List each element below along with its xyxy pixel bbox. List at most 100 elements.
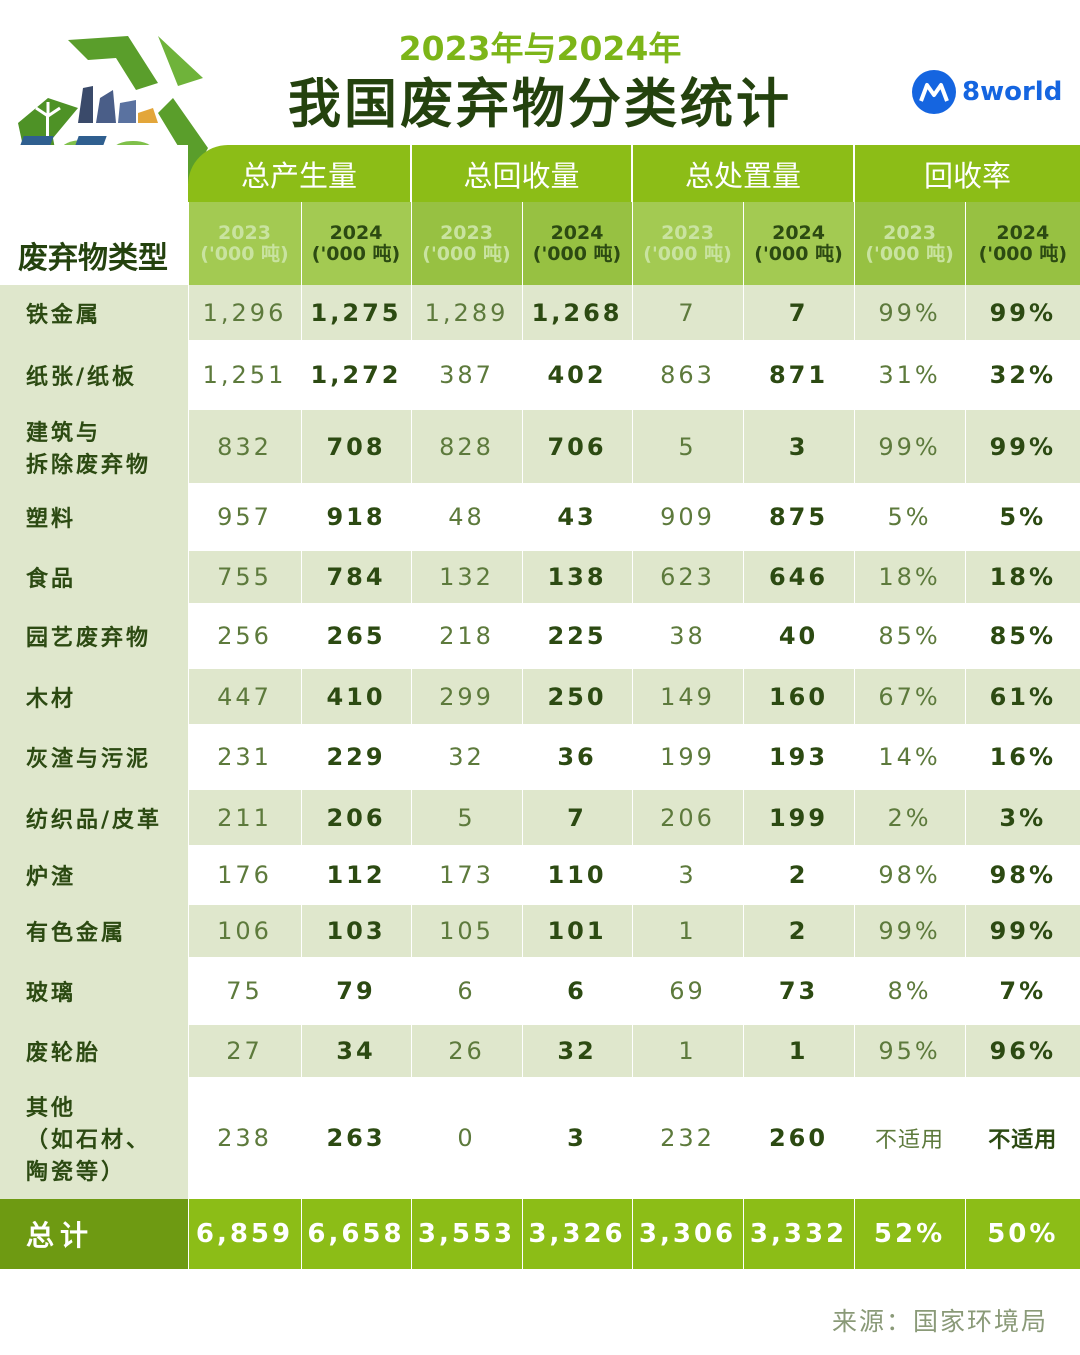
table-cell: 2 [742,845,855,905]
table-cell: 67% [853,669,966,724]
table-cell: 27 [187,1025,301,1077]
source-note: 来源：国家环境局 [831,1307,1048,1336]
table-cell: 149 [631,669,744,724]
table-row: 纺织品/皮革 211 206 5 7 206 199 2% 3% [0,790,1080,845]
unit-label: ('000 吨) [532,242,622,265]
8world-logo-icon [912,70,956,114]
table-cell: 99% [964,905,1080,957]
table-cell: 447 [187,669,301,724]
table-cell: 110 [521,845,633,905]
table-cell: 160 [742,669,855,724]
table-cell: 7% [964,957,1080,1025]
row-label: 炉渣 [0,845,188,905]
table-row: 其他 （如石材、 陶瓷等） 238 263 0 3 232 260 不适用 不适用 [0,1077,1080,1199]
table-cell: 299 [410,669,523,724]
table-cell: 99% [964,410,1080,483]
table-cell: 832 [187,410,301,483]
group-header: 总回收量 [410,145,633,202]
table-cell: 14% [853,724,966,790]
table-row: 炉渣 176 112 173 110 3 2 98% 98% [0,845,1080,905]
table-cell: 1,275 [300,285,412,340]
table-cell: 206 [300,790,412,845]
table-cell: 32 [410,724,523,790]
table-cell: 99% [853,410,966,483]
row-label: 纸张/纸板 [0,340,188,410]
group-header: 总处置量 [631,145,855,202]
table-cell: 32% [964,340,1080,410]
table-cell: 229 [300,724,412,790]
row-label: 灰渣与污泥 [0,724,188,790]
table-cell: 1 [631,1025,744,1077]
table-cell: 61% [964,669,1080,724]
table-cell: 5% [853,483,966,551]
year-header-2023: 2023 ('000 吨) [853,202,966,285]
table-cell: 265 [300,603,412,669]
table-row: 玻璃 75 79 6 6 69 73 8% 7% [0,957,1080,1025]
table-cell: 26 [410,1025,523,1077]
unit-label: ('000 吨) [422,242,511,265]
unit-label: ('000 吨) [643,242,732,265]
row-label: 建筑与 拆除废弃物 [0,410,188,483]
table-cell: 173 [410,845,523,905]
table-cell: 不适用 [853,1077,966,1199]
table-cell: 5% [964,483,1080,551]
row-label: 园艺废弃物 [0,603,188,669]
table-cell: 85% [853,603,966,669]
table-cell: 1,268 [521,285,633,340]
table-cell: 18% [853,551,966,603]
total-cell: 3,553 [410,1199,523,1269]
table-row: 木材 447 410 299 250 149 160 67% 61% [0,669,1080,724]
table-cell: 101 [521,905,633,957]
table-cell: 231 [187,724,301,790]
brand-name: 8world [962,77,1063,107]
table-cell: 199 [631,724,744,790]
table-cell: 138 [521,551,633,603]
total-cell: 6,658 [300,1199,412,1269]
year-header-2023: 2023 ('000 吨) [187,202,301,285]
row-label: 纺织品/皮革 [0,790,188,845]
table-cell: 不适用 [964,1077,1080,1199]
table-cell: 79 [300,957,412,1025]
header: 2023年与2024年 我国废弃物分类统计 8world [0,0,1080,220]
total-cell: 50% [964,1199,1080,1269]
year-label: 2023 [218,221,271,244]
table-cell: 40 [742,603,855,669]
table-cell: 410 [300,669,412,724]
table-cell: 706 [521,410,633,483]
table-cell: 918 [300,483,412,551]
table-cell: 909 [631,483,744,551]
year-header-2023: 2023 ('000 吨) [410,202,523,285]
table-cell: 3% [964,790,1080,845]
year-header-2024: 2024 ('000 吨) [300,202,412,285]
table-cell: 1 [631,905,744,957]
table-cell: 206 [631,790,744,845]
total-cell: 3,332 [742,1199,855,1269]
year-label: 2024 [550,221,604,244]
table-cell: 623 [631,551,744,603]
table-cell: 225 [521,603,633,669]
brand-logo[interactable]: 8world [912,70,1062,114]
total-cell: 3,306 [631,1199,744,1269]
table-cell: 3 [631,845,744,905]
table-cell: 3 [742,410,855,483]
table-cell: 105 [410,905,523,957]
table-cell: 106 [187,905,301,957]
table-cell: 2 [742,905,855,957]
table-cell: 828 [410,410,523,483]
table-cell: 238 [187,1077,301,1199]
year-header-2024: 2024 ('000 吨) [521,202,633,285]
table-cell: 218 [410,603,523,669]
table-cell: 99% [964,285,1080,340]
row-label: 食品 [0,551,188,603]
table-row: 废轮胎 27 34 26 32 1 1 95% 96% [0,1025,1080,1077]
table-cell: 69 [631,957,744,1025]
table-cell: 5 [410,790,523,845]
table-cell: 176 [187,845,301,905]
table-row: 有色金属 106 103 105 101 1 2 99% 99% [0,905,1080,957]
row-label: 木材 [0,669,188,724]
year-header-2023: 2023 ('000 吨) [631,202,744,285]
table-cell: 755 [187,551,301,603]
table-cell: 957 [187,483,301,551]
unit-label: ('000 吨) [865,242,954,265]
table-row: 食品 755 784 132 138 623 646 18% 18% [0,551,1080,603]
